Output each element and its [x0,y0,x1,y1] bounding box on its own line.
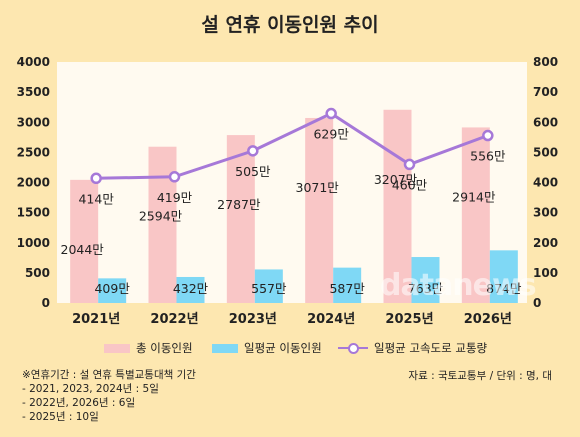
left-axis-tick: 1500 [17,206,50,220]
legend: 총 이동인원 일평균 이동인원 일평균 고속도로 교통량 [0,340,580,358]
right-axis-tick: 800 [533,55,558,69]
right-axis-tick: 700 [533,85,558,99]
legend-label-daily: 일평균 이동인원 [244,341,322,355]
legend-item-daily: 일평균 이동인원 [212,340,322,356]
bar-daily [176,276,205,303]
line-series [90,107,494,185]
footnote-line: - 2021, 2023, 2024년 : 5일 [22,383,159,395]
x-tick-label: 2022년 [150,312,198,327]
label-traffic: 505만 [235,164,271,179]
legend-item-traffic: 일평균 고속도로 교통량 [338,340,487,356]
legend-swatch-traffic [338,343,368,354]
bars [70,109,518,303]
bar-total [461,127,490,303]
left-axis-tick: 2000 [17,176,50,190]
label-total: 3207만 [374,172,418,187]
x-tick-label: 2025년 [385,312,433,327]
x-tick-label: 2026년 [464,312,512,327]
bar-daily [254,269,283,303]
left-axis: 0 500 1000 1500 2000 2500 3000 3500 4000 [17,55,50,310]
right-axis-tick: 600 [533,115,558,129]
bar-daily [333,267,362,303]
x-tick-label: 2024년 [307,312,355,327]
right-axis-tick: 0 [533,296,541,310]
legend-swatch-daily [212,343,238,353]
plot-area [57,62,527,303]
x-tick-label: 2021년 [72,312,120,327]
label-total: 2594만 [139,209,183,224]
label-daily: 763만 [408,281,444,296]
left-axis-tick: 3000 [17,115,50,129]
label-traffic: 629만 [313,127,349,142]
footnote-line: - 2022년, 2026년 : 6일 [22,397,136,409]
label-total: 2914만 [452,189,496,204]
left-axis-tick: 2500 [17,145,50,159]
point-traffic [325,107,337,120]
label-daily: 587만 [329,281,365,296]
left-axis-tick: 0 [42,296,50,310]
right-axis-tick: 300 [533,206,558,220]
label-traffic: 414만 [78,191,114,206]
legend-label-total: 총 이동인원 [136,341,193,355]
right-axis-tick: 500 [533,145,558,159]
label-traffic: 556만 [470,149,506,164]
x-tick-label: 2023년 [229,312,277,327]
right-axis-tick: 200 [533,236,558,250]
legend-swatch-total [104,343,130,353]
line-traffic [96,111,489,180]
bar-daily [98,278,127,303]
left-axis-tick: 1000 [17,236,50,250]
bar-total [305,117,334,303]
point-traffic [168,171,181,183]
bar-daily [489,250,518,303]
label-total: 2787만 [217,197,261,212]
left-axis-tick: 4000 [17,55,50,69]
point-traffic [482,129,494,142]
left-axis-tick: 500 [25,266,50,280]
label-daily: 874만 [486,281,522,296]
data-labels: 2044만 409만 2594만 432만 2787만 557만 3071만 587만 3207… [61,127,523,296]
footnote-line: - 2025년 : 10일 [22,411,99,423]
legend-item-total: 총 이동인원 [104,340,193,356]
bar-total [148,146,177,303]
source-note: 자료 : 국토교통부 / 단위 : 명, 대 [408,370,552,382]
watermark-logo: datanews [380,268,537,303]
footnote-line: ※연휴기간 : 설 연휴 특별교통대책 기간 [22,369,196,381]
bar-total [226,135,255,303]
label-daily: 409만 [94,281,130,296]
label-total: 3071만 [296,180,340,195]
bar-daily [411,257,440,303]
point-traffic [403,158,416,171]
footnotes: ※연휴기간 : 설 연휴 특별교통대책 기간 - 2021, 2023, 202… [22,368,196,424]
label-traffic: 419만 [157,190,193,205]
right-axis-tick: 100 [533,266,558,280]
point-traffic [90,172,102,185]
label-traffic: 460만 [392,177,428,192]
x-axis: 2021년 2022년 2023년 2024년 2025년 2026년 [72,312,512,327]
label-total: 2044만 [61,242,105,257]
label-daily: 557만 [251,281,287,296]
label-daily: 432만 [173,281,209,296]
chart-title: 설 연휴 이동인원 추이 [201,14,379,36]
bar-total [383,109,412,303]
legend-label-traffic: 일평균 고속도로 교통량 [374,341,488,355]
left-axis-tick: 3500 [17,85,50,99]
point-traffic [247,145,259,157]
bar-total [70,179,99,303]
right-axis: 0 100 200 300 400 500 600 700 800 [533,55,558,310]
right-axis-tick: 400 [533,176,558,190]
